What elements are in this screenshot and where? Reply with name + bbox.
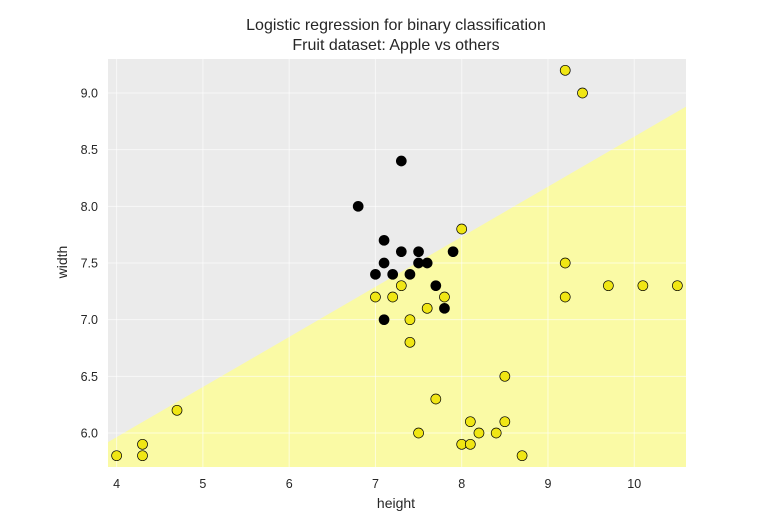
apple-point — [378, 257, 390, 269]
chart-title: Logistic regression for binary classific… — [246, 17, 546, 34]
other-point — [637, 280, 649, 292]
chart-subtitle: Fruit dataset: Apple vs others — [292, 37, 499, 54]
apple-point — [404, 268, 416, 280]
x-tick-label: 10 — [627, 477, 641, 491]
y-axis-label: width — [54, 246, 70, 280]
y-tick-label: 6.0 — [81, 427, 98, 441]
other-point — [404, 336, 416, 348]
other-point — [577, 87, 588, 99]
x-tick-label: 9 — [544, 477, 551, 491]
other-point — [559, 291, 571, 303]
y-tick-label: 8.0 — [81, 200, 98, 214]
other-point — [430, 393, 442, 405]
y-tick-label: 7.0 — [81, 313, 98, 327]
apple-point — [395, 246, 407, 258]
apple-point — [430, 280, 442, 292]
x-tick-label: 5 — [199, 477, 206, 491]
x-tick-label: 6 — [286, 477, 293, 491]
y-tick-label: 9.0 — [81, 87, 98, 101]
other-point — [499, 416, 511, 428]
other-point — [473, 427, 485, 439]
x-tick-label: 7 — [372, 477, 379, 491]
plot-area — [108, 59, 686, 467]
x-axis-label: height — [377, 495, 415, 511]
other-point — [439, 291, 450, 303]
grid — [108, 59, 686, 467]
other-point — [111, 450, 122, 462]
other-point — [559, 257, 571, 269]
other-point — [464, 438, 476, 450]
other-point — [404, 314, 416, 326]
x-tick-label: 8 — [458, 477, 465, 491]
apple-point — [439, 302, 450, 314]
apple-point — [395, 155, 407, 167]
other-point — [490, 427, 502, 439]
other-point — [171, 404, 183, 416]
apple-point — [387, 268, 399, 280]
apple-point — [352, 200, 364, 212]
y-tick-label: 7.5 — [81, 257, 98, 271]
data-points — [111, 64, 683, 462]
other-point — [672, 280, 683, 292]
apple-point — [413, 246, 424, 258]
apple-point — [370, 268, 381, 280]
other-point — [603, 280, 614, 292]
apple-point — [447, 246, 459, 258]
other-point — [137, 438, 148, 450]
apple-point — [421, 257, 433, 269]
other-point — [456, 223, 468, 235]
other-point — [464, 416, 476, 428]
apple-point — [378, 314, 390, 326]
y-tick-labels: 6.0 6.5 7.0 7.5 8.0 8.5 9.0 — [81, 87, 98, 441]
apple-point — [378, 234, 390, 246]
other-point — [395, 280, 407, 292]
x-tick-labels: 4 5 6 7 8 9 10 — [113, 477, 641, 491]
other-point — [421, 302, 433, 314]
other-point — [559, 64, 571, 76]
y-tick-label: 6.5 — [81, 370, 98, 384]
y-tick-label: 8.5 — [81, 143, 98, 157]
x-tick-label: 4 — [113, 477, 120, 491]
other-point — [413, 427, 424, 439]
other-point — [499, 370, 511, 382]
other-point — [387, 291, 399, 303]
other-point — [370, 291, 381, 303]
other-point — [516, 450, 528, 462]
other-point — [137, 450, 148, 462]
